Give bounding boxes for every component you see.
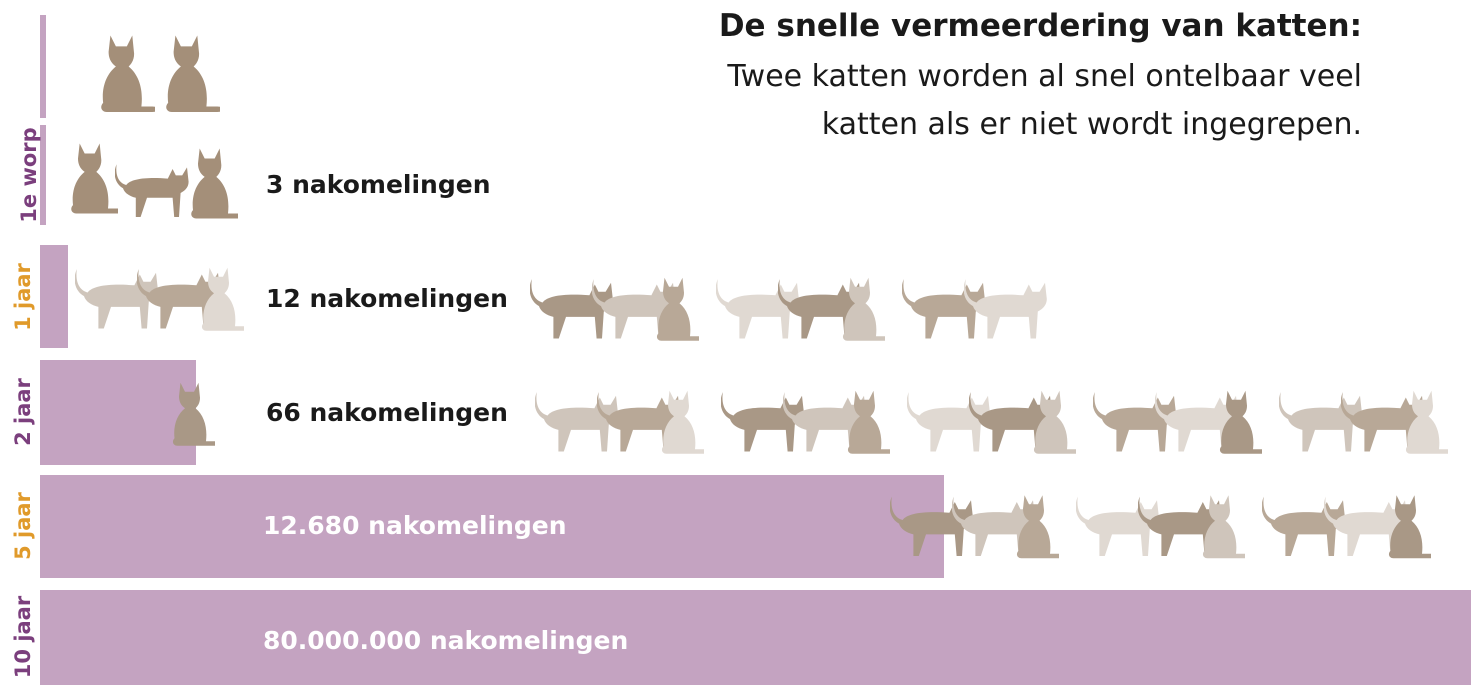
period-label: 2 jaar [11, 377, 35, 445]
cat-icon [191, 149, 243, 219]
cat-icon [173, 383, 220, 446]
subtitle: Twee katten worden al snel ontelbaar vee… [726, 59, 1362, 94]
cat-icon [1406, 391, 1453, 454]
cat-icon [662, 391, 709, 454]
cat-icon [1017, 495, 1064, 558]
bar [40, 15, 46, 118]
cat-icon [843, 278, 890, 341]
period-label: 10 jaar [11, 595, 35, 678]
cat-icon [1203, 495, 1250, 558]
subtitle: katten als er niet wordt ingegrepen. [822, 107, 1362, 142]
cat-icon [1093, 392, 1176, 451]
cat-icon [75, 269, 158, 328]
cat-icon [1220, 391, 1267, 454]
row-label: 12.680 nakomelingen [263, 511, 567, 540]
infographic: De snelle vermeerdering van katten: Twee… [0, 0, 1471, 685]
cat-icon [101, 35, 158, 112]
title: De snelle vermeerdering van katten: [719, 8, 1362, 44]
cat-icon [1076, 497, 1159, 556]
bar [40, 245, 68, 348]
cat-icon [902, 279, 985, 338]
cat-icon [964, 279, 1047, 338]
period-label: 5 jaar [11, 491, 35, 559]
cat-icon [907, 392, 990, 451]
period-label: 1 jaar [11, 262, 35, 330]
row-label: 12 nakomelingen [266, 284, 508, 313]
row-label: 3 nakomelingen [266, 170, 491, 199]
cat-icon [1389, 495, 1436, 558]
period-label: 1e worp [17, 127, 41, 222]
cat-icon [530, 279, 613, 338]
bar [40, 590, 1471, 685]
cat-icon [716, 279, 799, 338]
cat-icon [657, 278, 704, 341]
cat-icon [202, 268, 249, 331]
cat-icon [115, 164, 189, 217]
row-label: 80.000.000 nakomelingen [263, 626, 628, 655]
cat-icon [1034, 391, 1081, 454]
bar [40, 360, 196, 465]
cat-icon [166, 35, 223, 112]
cat-icon [535, 392, 618, 451]
row-label: 66 nakomelingen [266, 398, 508, 427]
cat-icon [1279, 392, 1362, 451]
cat-icon [848, 391, 895, 454]
cat-icon [1262, 497, 1345, 556]
cat-icon [721, 392, 804, 451]
